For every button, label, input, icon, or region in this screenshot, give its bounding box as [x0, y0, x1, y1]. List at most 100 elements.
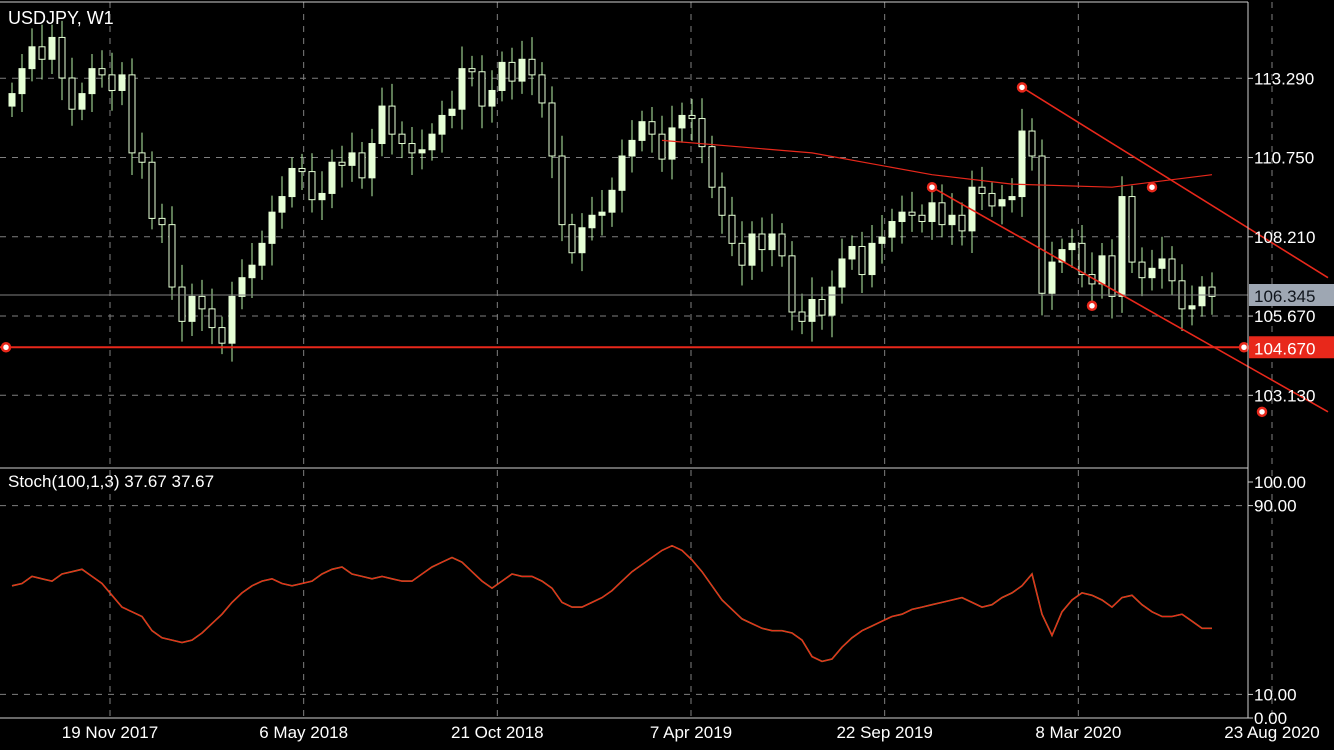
candle-body — [898, 211, 906, 223]
candle-body — [218, 327, 226, 344]
candle-body — [248, 264, 256, 279]
candle-body — [1118, 196, 1126, 297]
time-tick-label: 23 Aug 2020 — [1224, 723, 1319, 742]
candle-body — [558, 155, 566, 226]
support-line-handle-right — [1238, 342, 1250, 353]
candle-body — [1148, 267, 1156, 279]
candle-body — [1058, 249, 1066, 263]
stochastic-layer — [11, 544, 1212, 663]
candle-body — [1048, 261, 1056, 294]
time-tick-label: 22 Sep 2019 — [836, 723, 932, 742]
trend-line-handle — [1256, 406, 1268, 418]
candle-body — [758, 233, 766, 251]
moving-average-line — [661, 139, 1213, 188]
stochastic-signal-line — [11, 544, 1212, 663]
candle-body — [618, 155, 626, 191]
candle-body — [1028, 130, 1036, 157]
candle-body — [78, 93, 86, 110]
time-tick-label: 8 Mar 2020 — [1035, 723, 1121, 742]
candle-body — [148, 161, 156, 219]
candle-body — [408, 143, 416, 154]
candle-body — [328, 161, 336, 194]
candle-body — [948, 214, 956, 226]
candle-body — [1068, 242, 1076, 251]
stoch-tick-label: 90.00 — [1254, 497, 1297, 516]
candle-body — [778, 233, 786, 257]
overlays-layer — [0, 82, 1329, 418]
candle-body — [418, 149, 426, 154]
candle-body — [1038, 155, 1046, 294]
candle-body — [278, 196, 286, 213]
trend-line-handle — [926, 181, 938, 193]
price-tick-label: 105.670 — [1254, 307, 1315, 326]
trend-line-handle — [1146, 181, 1158, 193]
candle-body — [568, 224, 576, 254]
candle-body — [388, 105, 396, 135]
candle-body — [868, 242, 876, 276]
candle-body — [678, 114, 686, 129]
candle-body — [38, 46, 46, 60]
candle-body — [1098, 255, 1106, 285]
trend-line-handle — [1016, 82, 1028, 93]
candle-body — [1158, 258, 1166, 269]
stochastic-main-line — [11, 545, 1212, 663]
candle-body — [1188, 305, 1196, 310]
stochastic-title: Stoch(100,1,3) 37.67 37.67 — [8, 472, 215, 491]
candle-body — [788, 255, 796, 313]
candle-body — [448, 108, 456, 116]
candle-body — [58, 36, 66, 79]
candle-body — [208, 308, 216, 329]
candle-body — [338, 161, 346, 166]
candle-body — [878, 236, 886, 244]
candle-body — [1008, 196, 1016, 201]
candle-body — [818, 299, 826, 316]
candle-body — [168, 224, 176, 288]
candles-layer — [8, 20, 1216, 362]
candle-body — [538, 74, 546, 104]
candle-body — [298, 167, 306, 173]
candle-body — [668, 127, 676, 160]
time-tick-label: 21 Oct 2018 — [451, 723, 544, 742]
candle-body — [888, 221, 896, 238]
candle-body — [128, 74, 136, 154]
candle-body — [978, 186, 986, 194]
support-price-label: 104.670 — [1254, 339, 1315, 358]
current-price-badge — [1249, 283, 1334, 306]
candle-body — [578, 227, 586, 254]
candle-body — [488, 89, 496, 107]
candle-body — [518, 58, 526, 82]
candle-body — [918, 214, 926, 223]
candle-body — [988, 192, 996, 207]
candle-body — [548, 102, 556, 157]
candle-body — [178, 286, 186, 322]
candle-body — [68, 77, 76, 110]
candle-body — [288, 167, 296, 198]
candle-body — [508, 61, 516, 82]
trend-line — [1021, 86, 1329, 279]
stoch-tick-label: 10.00 — [1254, 685, 1297, 704]
time-tick-label: 19 Nov 2017 — [62, 723, 158, 742]
candle-body — [228, 295, 236, 344]
candle-body — [438, 114, 446, 135]
candle-body — [728, 214, 736, 244]
support-line-handle-left — [0, 342, 12, 353]
price-tick-label: 113.290 — [1254, 69, 1314, 88]
candle-body — [738, 242, 746, 266]
candle-body — [938, 202, 946, 226]
candle-body — [768, 233, 776, 251]
candle-body — [268, 211, 276, 244]
candle-body — [8, 93, 16, 107]
candle-body — [428, 133, 436, 151]
stoch-tick-label: 100.00 — [1254, 473, 1306, 492]
candle-body — [998, 199, 1006, 207]
candle-body — [528, 58, 536, 76]
candle-body — [798, 311, 806, 322]
candle-body — [838, 258, 846, 288]
candle-body — [458, 68, 466, 110]
candle-body — [18, 68, 26, 95]
candle-body — [1208, 286, 1216, 297]
candle-body — [88, 68, 96, 95]
price-tick-label: 110.750 — [1254, 149, 1314, 168]
